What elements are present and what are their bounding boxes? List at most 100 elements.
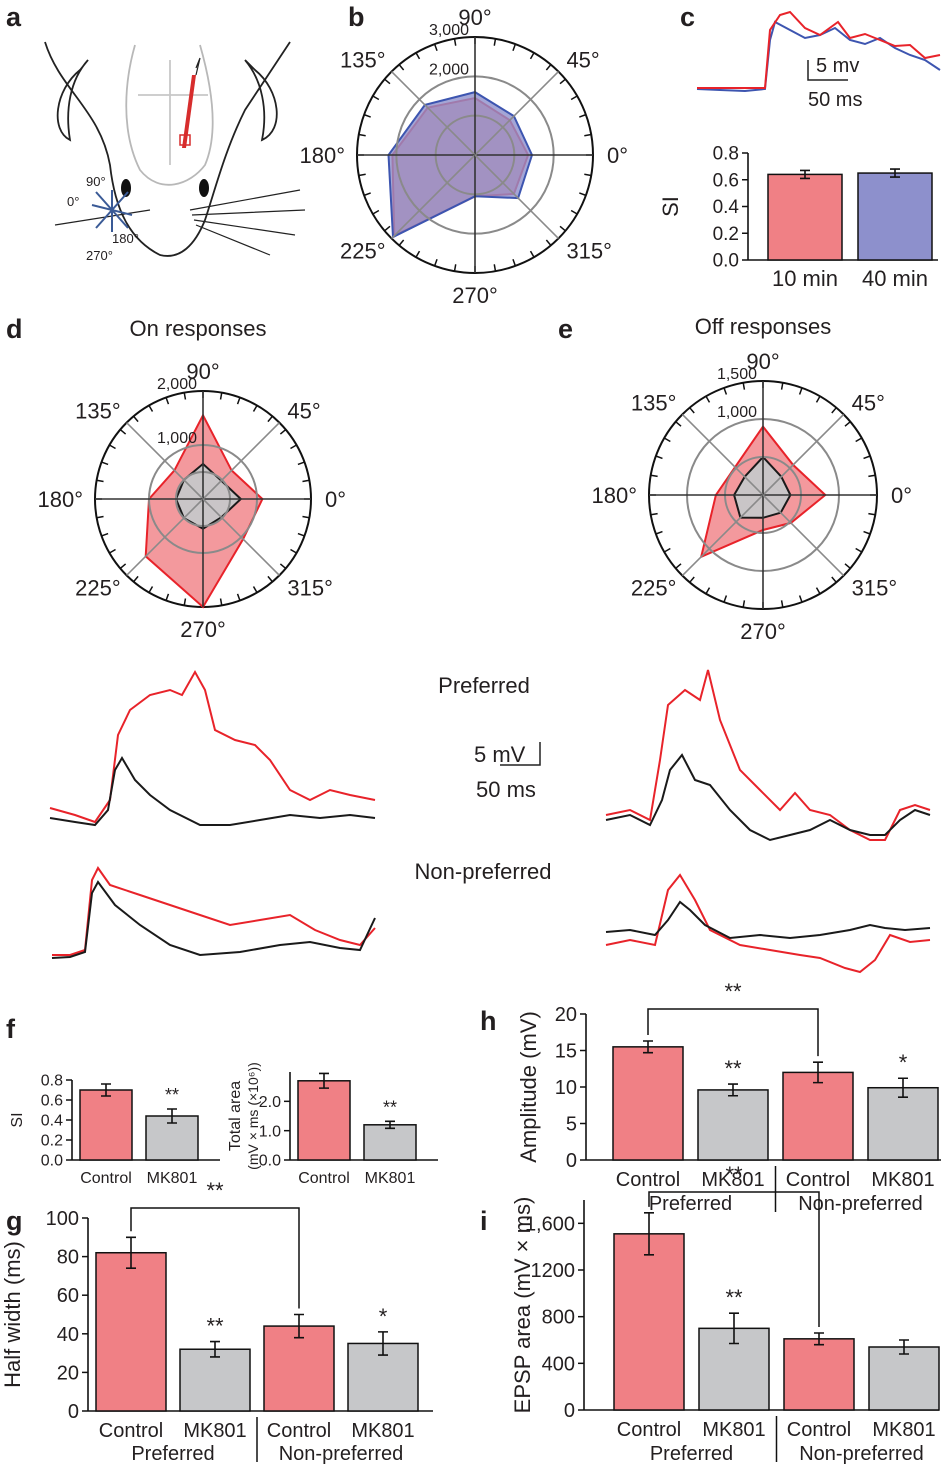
polar-tick-d	[252, 586, 258, 593]
polar-spoke-b-45	[474, 70, 560, 156]
y-tick-label-c: 0.8	[713, 144, 739, 165]
polar-tick-b	[570, 95, 578, 101]
panel-label-i: i	[480, 1206, 488, 1236]
bar-i-0	[613, 1233, 685, 1411]
polar-angle-label-d-270: 270°	[180, 617, 226, 642]
polar-tick-d	[165, 593, 170, 601]
polar-tick-d	[148, 586, 154, 593]
polar-angle-label-e-180: 180°	[591, 483, 637, 508]
polar-angle-label-d-45: 45°	[287, 399, 320, 424]
trace-off-nonpref-black	[605, 900, 931, 940]
polar-spoke-d-315	[202, 498, 280, 576]
polar-tick-d	[252, 405, 258, 412]
y-tick-label-f1: 0.4	[41, 1113, 63, 1130]
y-tick-label-g: 40	[57, 1324, 79, 1346]
polar-angle-label-b-180: 180°	[299, 143, 345, 168]
polar-spoke-e-135	[681, 413, 764, 496]
polar-tick-b	[453, 264, 457, 272]
polar-tick-b	[579, 192, 587, 197]
polar-tick-d	[297, 532, 305, 537]
trace-on-nonpref-red	[52, 866, 376, 956]
y-tick-label-h: 15	[555, 1041, 577, 1063]
polar-angle-label-b-315: 315°	[566, 238, 612, 263]
polar-tick-e	[844, 421, 851, 427]
panel-label-f: f	[6, 1014, 16, 1044]
y-tick-label-g: 20	[57, 1362, 79, 1384]
polar-tick-b	[529, 250, 535, 258]
bracket-label-i: **	[725, 1162, 743, 1187]
y-label-i: EPSP area (mV × ms)	[510, 1197, 535, 1414]
polar-tick-e	[815, 395, 821, 403]
bar-c-0	[767, 173, 843, 261]
polar-spoke-e-225	[681, 494, 764, 577]
scalebar-main	[500, 742, 541, 766]
polar-angle-label-e-90: 90°	[746, 349, 779, 374]
category-label-g-1: MK801	[183, 1420, 246, 1442]
bar-h-0	[612, 1046, 684, 1161]
polar-tick-e	[742, 382, 746, 390]
bar-h-1	[697, 1089, 769, 1161]
scalebar-c-voltage: 5 mv	[816, 55, 859, 77]
polar-tick-e	[780, 382, 784, 390]
error-bar-h-1	[728, 1083, 738, 1097]
bar-i-2	[783, 1338, 855, 1411]
y-label-units-f2: (mV × ms (×10⁶))	[245, 1062, 261, 1170]
bar-f2-1	[363, 1124, 417, 1161]
category-label-g-0: Control	[99, 1420, 163, 1442]
error-bar-g-1	[210, 1340, 220, 1358]
polar-tick-d	[183, 598, 187, 606]
polar-tick-b	[493, 264, 497, 272]
y-tick-label-g: 80	[57, 1247, 79, 1269]
group-label-i-1: Non-preferred	[799, 1443, 924, 1465]
polar-tick-b	[570, 209, 578, 215]
scalebar-main-time: 50 ms	[476, 777, 536, 802]
polar-tick-d	[109, 444, 116, 450]
significance-bracket-i	[648, 1191, 820, 1327]
polar-tick-d	[302, 515, 310, 519]
group-label-g-0: Preferred	[131, 1443, 214, 1465]
polar-angle-label-e-0: 0°	[891, 483, 912, 508]
group-label-h-0: Preferred	[649, 1193, 732, 1215]
polar-tick-b	[559, 225, 566, 232]
y-tick-label-g: 60	[57, 1285, 79, 1307]
category-label-h-1: MK801	[701, 1169, 764, 1191]
polar-tick-d	[133, 575, 139, 583]
category-label-h-2: Control	[786, 1169, 850, 1191]
polar-tick-d	[219, 598, 223, 606]
polar-spoke-b-225	[390, 154, 476, 240]
error-bar-c-1	[890, 168, 900, 178]
polar-tick-d	[119, 563, 127, 569]
polar-tick-b	[372, 209, 380, 215]
polar-angle-label-e-135: 135°	[631, 390, 677, 415]
category-label-i-3: MK801	[872, 1419, 935, 1441]
error-bar-h-3	[898, 1077, 908, 1099]
significance-h-3: *	[899, 1050, 908, 1075]
y-tick-label-g: 100	[46, 1208, 79, 1230]
polar-ring-label-e: 1,500	[717, 366, 757, 383]
category-label-h-3: MK801	[871, 1169, 934, 1191]
significance-h-1: **	[724, 1056, 742, 1081]
polar-tick-d	[236, 593, 241, 601]
error-bar-g-0	[126, 1236, 136, 1269]
y-tick-label-i: 400	[542, 1353, 575, 1375]
error-bar-f2-0	[319, 1072, 329, 1089]
polar-tick-d	[109, 548, 116, 554]
polar-tick-b	[433, 43, 438, 51]
polar-tick-b	[512, 43, 517, 51]
bar-i-3	[868, 1346, 940, 1411]
y-tick-label-h: 10	[555, 1077, 577, 1099]
polar-tick-e	[650, 474, 658, 478]
category-label-g-2: Control	[267, 1420, 331, 1442]
polar-tick-e	[689, 407, 695, 414]
category-label-f1-1: MK801	[147, 1170, 198, 1187]
polar-tick-b	[453, 38, 457, 46]
error-bar-i-2	[814, 1332, 824, 1346]
polar-ring-label-b: 2,000	[429, 61, 469, 78]
significance-i-1: **	[725, 1285, 743, 1310]
y-tick-label-c: 0.6	[713, 170, 739, 191]
polar-tick-e	[780, 600, 784, 608]
polar-tick-b	[415, 250, 421, 258]
category-label-f1-0: Control	[80, 1170, 132, 1187]
